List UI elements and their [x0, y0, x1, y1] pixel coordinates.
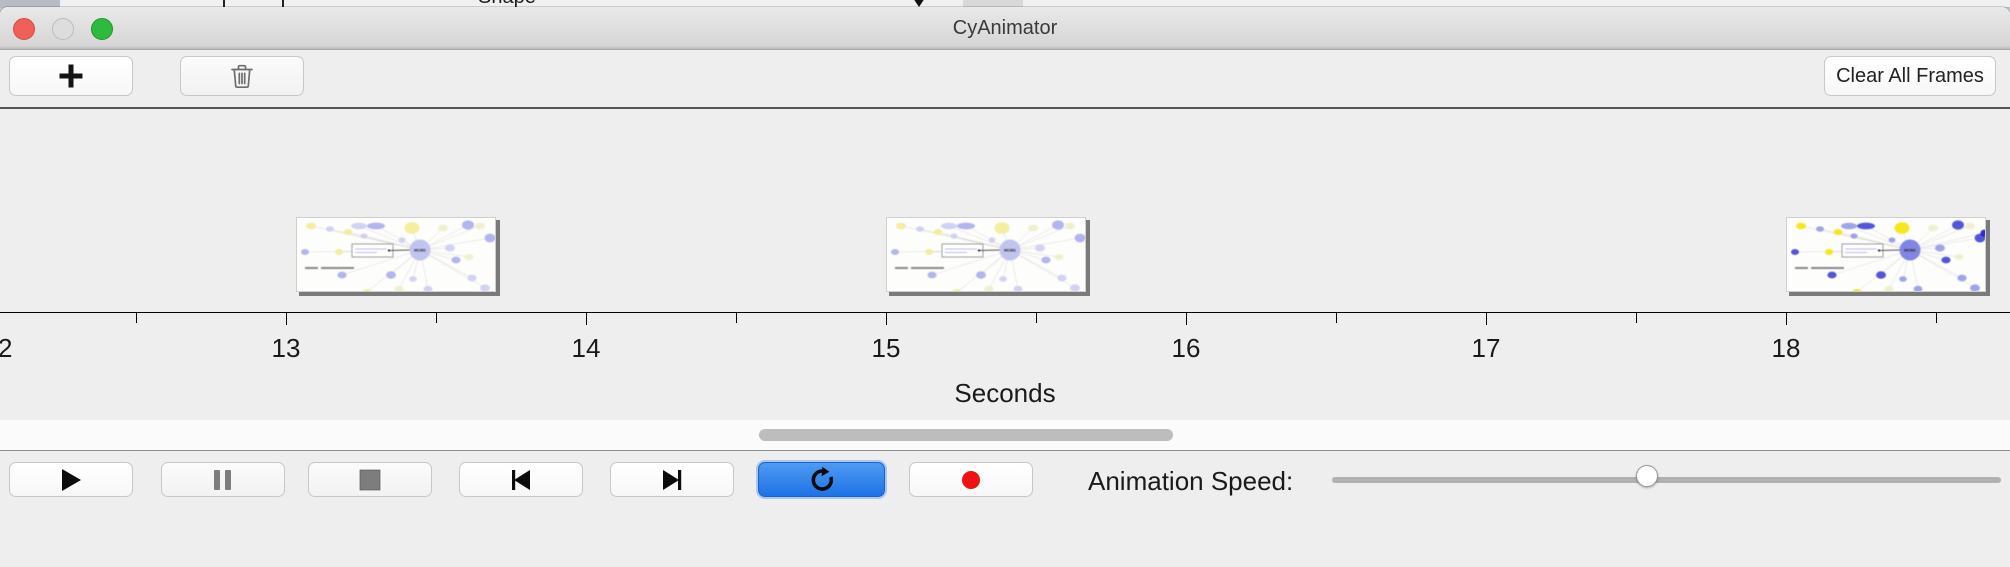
svg-text:MCM1: MCM1	[1904, 248, 1917, 253]
svg-text:MCM1: MCM1	[1004, 248, 1017, 253]
svg-text:MCM1: MCM1	[414, 248, 427, 253]
